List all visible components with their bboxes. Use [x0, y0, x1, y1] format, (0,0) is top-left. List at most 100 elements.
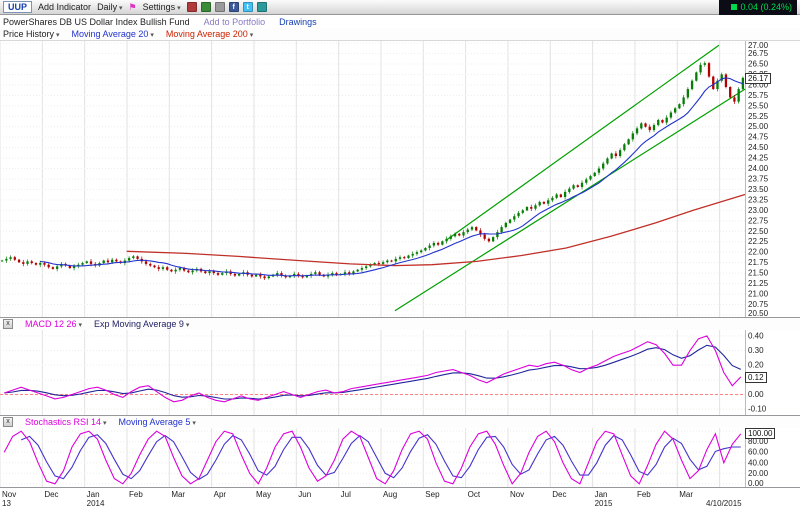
stoch-indicators: Stochastics RSI 14 Moving Average 5 — [25, 417, 196, 427]
svg-text:23.75: 23.75 — [748, 175, 769, 184]
svg-text:40.00: 40.00 — [748, 458, 769, 467]
stoch-indicator-row: x Stochastics RSI 14 Moving Average 5 — [0, 415, 800, 428]
month-label: Feb — [636, 490, 651, 499]
indicator-dropdown-0[interactable]: MACD 12 26 — [25, 319, 82, 329]
month-label: Feb — [128, 490, 143, 499]
month-label: Jun — [298, 490, 312, 499]
macd-plot[interactable]: 0.400.300.200.100.00-0.10 0.12 — [0, 330, 800, 415]
svg-text:21.50: 21.50 — [748, 269, 769, 278]
month-label: Apr — [213, 490, 227, 499]
svg-text:21.75: 21.75 — [748, 258, 769, 267]
svg-text:23.25: 23.25 — [748, 195, 769, 204]
macd-close-button[interactable]: x — [3, 319, 13, 329]
flag-icon[interactable]: ⚑ — [128, 1, 137, 12]
svg-text:20.00: 20.00 — [748, 469, 769, 478]
end-date-label: 4/10/2015 — [706, 499, 742, 508]
svg-text:23.50: 23.50 — [748, 185, 769, 194]
change-up-icon — [731, 4, 738, 10]
month-label: Aug — [382, 490, 398, 499]
month-label: Nov — [2, 490, 17, 499]
facebook-icon[interactable]: f — [228, 2, 239, 12]
year-label: 13 — [2, 499, 11, 508]
indicator-dropdown-0[interactable]: Stochastics RSI 14 — [25, 417, 107, 427]
svg-text:24.00: 24.00 — [748, 164, 769, 173]
month-label: Dec — [552, 490, 567, 499]
svg-text:0.20: 0.20 — [748, 361, 764, 370]
svg-text:24.75: 24.75 — [748, 133, 769, 142]
month-label: Mar — [679, 490, 694, 499]
indicator-dropdown-2[interactable]: Moving Average 200 — [166, 29, 253, 39]
month-label: Sep — [425, 490, 440, 499]
svg-text:80.00: 80.00 — [748, 437, 769, 446]
year-label: 2015 — [594, 499, 613, 508]
month-label: May — [255, 490, 272, 499]
drawings-tab[interactable]: Drawings — [279, 16, 317, 27]
svg-text:21.00: 21.00 — [748, 290, 769, 299]
timeframe-dropdown[interactable]: Daily — [97, 2, 122, 12]
fund-name: PowerShares DB US Dollar Index Bullish F… — [3, 16, 190, 27]
svg-text:26.75: 26.75 — [748, 49, 769, 58]
svg-text:22.50: 22.50 — [748, 227, 769, 236]
twitter-icon[interactable]: t — [242, 2, 253, 12]
month-label: Mar — [171, 490, 186, 499]
subheader: PowerShares DB US Dollar Index Bullish F… — [0, 15, 800, 28]
svg-text:21.25: 21.25 — [748, 279, 769, 288]
svg-text:22.00: 22.00 — [748, 248, 769, 257]
quote-change-text: 0.04 (0.24%) — [740, 2, 792, 12]
svg-text:25.50: 25.50 — [748, 101, 769, 110]
symbol-input[interactable]: UUP — [3, 1, 33, 13]
svg-text:20.50: 20.50 — [748, 309, 769, 317]
svg-text:25.75: 25.75 — [748, 91, 769, 100]
price-last-value-box: 26.17 — [745, 72, 772, 84]
svg-text:0.30: 0.30 — [748, 346, 764, 355]
chart-grid-icon[interactable] — [200, 2, 211, 12]
add-indicator-button[interactable]: Add Indicator — [38, 2, 92, 12]
svg-text:0.00: 0.00 — [748, 390, 764, 399]
stoch-close-button[interactable]: x — [3, 417, 13, 427]
indicator-dropdown-1[interactable]: Moving Average 5 — [119, 417, 196, 427]
stoch-last-value-box: 100.00 — [745, 428, 776, 439]
month-label: Oct — [467, 490, 481, 499]
indicator-dropdown-1[interactable]: Moving Average 20 — [71, 29, 153, 39]
indicator-dropdown-1[interactable]: Exp Moving Average 9 — [94, 319, 189, 329]
svg-text:26.00: 26.00 — [748, 80, 769, 89]
share-icon[interactable] — [256, 2, 267, 12]
svg-text:24.50: 24.50 — [748, 143, 769, 152]
add-to-portfolio-link[interactable]: Add to Portfolio — [203, 16, 266, 27]
svg-text:20.75: 20.75 — [748, 300, 769, 309]
svg-text:60.00: 60.00 — [748, 448, 769, 457]
month-label: Jul — [340, 490, 351, 499]
month-label: Jan — [86, 490, 100, 499]
time-axis: Nov Dec Jan Feb Mar Apr May Jun Jul Aug Sep Oct Nov D… — [0, 487, 800, 509]
settings-dropdown[interactable]: Settings — [143, 2, 181, 12]
toolbar: UUP Add Indicator Daily ⚑ Settings ft 0.… — [0, 0, 800, 15]
month-label: Jan — [594, 490, 608, 499]
svg-text:25.25: 25.25 — [748, 112, 769, 121]
candles — [0, 61, 745, 280]
svg-text:25.00: 25.00 — [748, 122, 769, 131]
svg-text:0.40: 0.40 — [748, 331, 764, 340]
price-indicator-row: Price History Moving Average 20 Moving Ave… — [0, 28, 800, 41]
print-icon[interactable] — [186, 2, 197, 12]
svg-text:0.00: 0.00 — [748, 479, 764, 487]
month-label: Dec — [44, 490, 59, 499]
indicator-dropdown-0[interactable]: Price History — [3, 29, 59, 39]
quote-strip: 0.04 (0.24%) — [719, 0, 797, 15]
macd-indicator-row: x MACD 12 26 Exp Moving Average 9 — [0, 317, 800, 330]
price-chart-svg: 27.0026.7526.5026.2526.0025.7525.5025.25… — [0, 41, 769, 317]
macd-indicators: MACD 12 26 Exp Moving Average 9 — [25, 319, 189, 329]
macd-chart-svg: 0.400.300.200.100.00-0.10 — [0, 330, 767, 415]
svg-text:26.50: 26.50 — [748, 60, 769, 69]
svg-text:22.75: 22.75 — [748, 216, 769, 225]
svg-text:24.25: 24.25 — [748, 154, 769, 163]
svg-text:23.00: 23.00 — [748, 206, 769, 215]
gray-tool-icon[interactable] — [214, 2, 225, 12]
svg-text:27.00: 27.00 — [748, 41, 769, 50]
month-label: Nov — [509, 490, 525, 499]
price-plot[interactable]: 27.0026.7526.5026.2526.0025.7525.5025.25… — [0, 41, 800, 317]
svg-text:22.25: 22.25 — [748, 237, 769, 246]
